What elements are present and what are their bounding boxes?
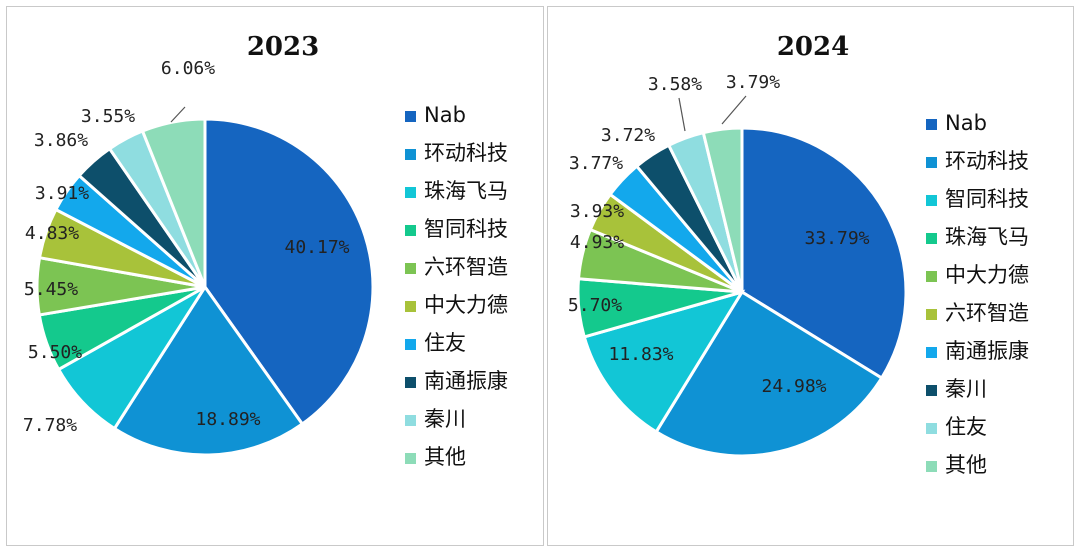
slice-value-label: 6.06% [161,58,215,79]
legend-swatch [405,339,416,350]
legend-label: 智同科技 [945,187,1029,211]
legend-label: 六环智造 [424,255,508,279]
legend-label: 中大力德 [945,263,1029,287]
slice-value-label: 7.78% [23,415,77,436]
legend-swatch [405,301,416,312]
slice-value-label: 4.93% [570,232,624,253]
legend-swatch [405,187,416,198]
pie-slice [701,126,744,293]
chart-panel-2024: 2024 33.79% 24.98% 11.83% 5.70% 4.93% 3.93% 3.… [547,6,1074,546]
legend-label: 秦川 [424,407,466,431]
legend-label: 珠海飞马 [424,179,508,203]
legend-label: 中大力德 [424,293,508,317]
chart-title: 2023 [247,32,319,62]
pie-chart-2024: 2024 33.79% 24.98% 11.83% 5.70% 4.93% 3.93% 3.… [568,32,1029,477]
slice-value-label: 11.83% [608,344,673,365]
legend-label: 环动科技 [424,141,508,165]
legend-swatch [926,347,937,358]
slice-value-label: 24.98% [761,376,826,397]
legend-swatch [926,195,937,206]
slice-value-label: 4.83% [25,223,79,244]
slice-value-label: 3.91% [35,183,89,204]
legend-swatch [926,157,937,168]
slice-value-label: 5.70% [568,295,622,316]
legend-swatch [926,309,937,320]
leader-line [170,106,186,123]
legend-swatch [926,461,937,472]
chart-panel-2023: 2023 40.17% 18.89% 7.78% 5.50% 5.45% 4.83% 3.9… [6,6,544,546]
legend-swatch [405,225,416,236]
chart-title: 2024 [777,32,849,62]
slice-value-label: 5.50% [28,342,82,363]
legend-swatch [926,233,937,244]
legend-swatch [405,111,416,122]
slice-value-label: 3.93% [570,201,624,222]
pie-slice [203,117,375,427]
legend-swatch [926,385,937,396]
slice-value-label: 3.55% [81,106,135,127]
slice-value-label: 40.17% [284,237,349,258]
legend-label: 其他 [945,453,987,477]
legend-swatch [926,119,937,130]
legend-label: Nab [424,103,466,127]
legend-label: 南通振康 [945,339,1029,363]
slice-value-label: 3.86% [34,130,88,151]
legend-label: 住友 [424,331,466,355]
legend-label: 秦川 [945,377,987,401]
legend-swatch [926,271,937,282]
legend-label: 六环智造 [945,301,1029,325]
pie-slice [140,117,207,288]
slice-value-label: 3.79% [726,72,780,93]
legend-swatch [405,263,416,274]
leader-line [721,95,747,125]
pie-chart-2023: 2023 40.17% 18.89% 7.78% 5.50% 5.45% 4.83% 3.9… [23,32,508,469]
legend-label: 珠海飞马 [945,225,1029,249]
pie-slice [112,284,305,457]
slice-value-label: 3.58% [648,74,702,95]
legend-swatch [405,415,416,426]
legend-label: 南通振康 [424,369,508,393]
legend-swatch [405,377,416,388]
legend-label: 其他 [424,445,466,469]
slice-value-label: 18.89% [195,409,260,430]
leader-line [678,97,686,132]
legend-swatch [405,453,416,464]
legend-label: Nab [945,111,987,135]
slice-value-label: 3.72% [601,125,655,146]
pie-slice [654,289,884,458]
slice-value-label: 33.79% [804,228,869,249]
legend-swatch [926,423,937,434]
legend-swatch [405,149,416,160]
legend-label: 环动科技 [945,149,1029,173]
legend-label: 住友 [945,415,987,439]
slice-value-label: 5.45% [24,279,78,300]
slice-value-label: 3.77% [569,153,623,174]
legend-label: 智同科技 [424,217,508,241]
